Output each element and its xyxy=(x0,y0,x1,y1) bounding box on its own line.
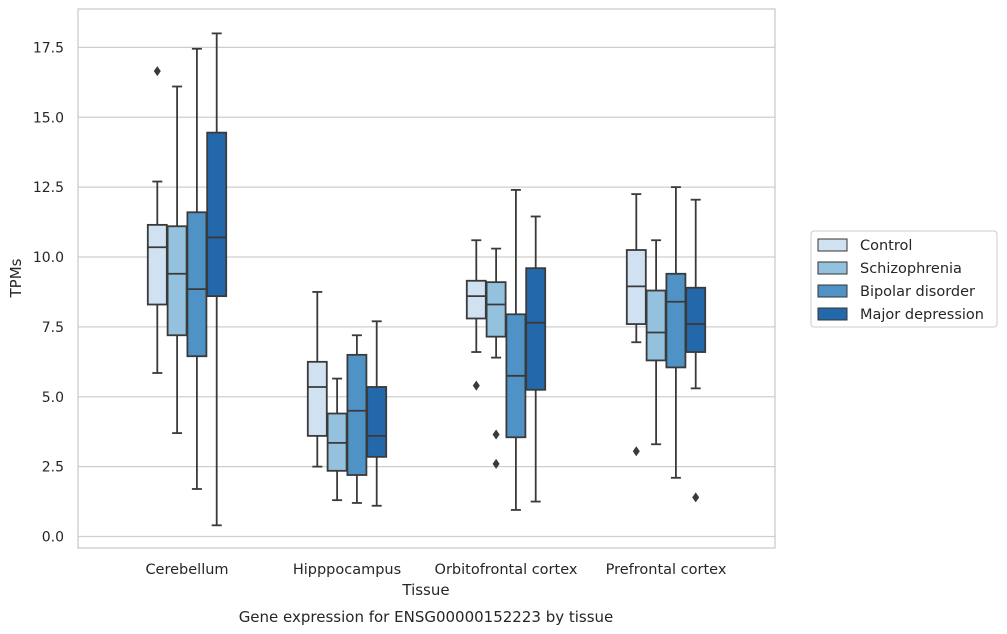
box-major-depression xyxy=(525,215,547,503)
y-tick-label: 10.0 xyxy=(33,250,64,266)
chart-caption: Gene expression for ENSG00000152223 by t… xyxy=(239,608,614,626)
y-tick-label: 2.5 xyxy=(42,460,64,476)
box-iqr xyxy=(366,386,388,458)
x-axis-label: Tissue xyxy=(401,581,449,599)
x-tick-label: Orbitofrontal cortex xyxy=(435,562,578,578)
x-tick-label: Cerebellum xyxy=(145,562,228,578)
box-schizophrenia xyxy=(485,247,507,469)
y-tick-label: 17.5 xyxy=(33,40,64,56)
box-control xyxy=(146,66,168,374)
legend: Control Schizophrenia Bipolar disorder Majo… xyxy=(810,230,998,328)
y-axis-label: TPMs xyxy=(7,258,25,298)
box-groups xyxy=(146,32,707,527)
legend-frame xyxy=(810,230,998,328)
plot-frame xyxy=(77,8,776,549)
box-iqr xyxy=(485,281,507,338)
box-major-depression xyxy=(685,198,707,503)
box-iqr xyxy=(166,225,188,337)
legend-swatch xyxy=(817,261,848,275)
x-tick-label: Hipppocampus xyxy=(293,562,401,578)
outlier-point xyxy=(492,429,500,440)
y-tick-label: 5.0 xyxy=(42,390,64,406)
outlier-point xyxy=(472,380,480,391)
box-iqr xyxy=(685,286,707,353)
box-major-depression xyxy=(366,320,388,507)
legend-swatch xyxy=(817,238,848,252)
box-iqr xyxy=(665,272,687,369)
outlier-point xyxy=(153,66,161,77)
box-bipolar-disorder xyxy=(505,189,527,511)
box-control xyxy=(465,239,487,391)
legend-swatch xyxy=(817,284,848,298)
box-control xyxy=(306,291,328,468)
box-major-depression xyxy=(206,32,228,527)
legend-label: Control xyxy=(860,238,912,254)
legend-label: Schizophrenia xyxy=(860,261,962,277)
box-iqr xyxy=(346,353,368,476)
legend-label: Bipolar disorder xyxy=(860,284,975,300)
box-bipolar-disorder xyxy=(346,334,368,504)
outlier-point xyxy=(632,446,640,457)
y-tick-label: 15.0 xyxy=(33,110,64,126)
x-axis-ticks: Cerebellum Hipppocampus Orbitofrontal cort… xyxy=(145,562,726,578)
box-bipolar-disorder xyxy=(665,186,687,479)
y-tick-label: 12.5 xyxy=(33,180,64,196)
box-iqr xyxy=(206,131,228,298)
box-control xyxy=(625,193,647,457)
y-tick-label: 7.5 xyxy=(42,320,64,336)
legend-label: Major depression xyxy=(860,307,984,323)
box-iqr xyxy=(465,279,487,320)
legend-swatch xyxy=(817,307,848,321)
box-iqr xyxy=(306,360,328,437)
box-iqr xyxy=(645,289,667,362)
outlier-point xyxy=(692,492,700,503)
x-tick-label: Prefrontal cortex xyxy=(606,562,727,578)
box-iqr xyxy=(146,223,168,306)
box-iqr xyxy=(186,211,208,358)
y-tick-label: 0.0 xyxy=(42,530,64,546)
y-axis-ticks: 0.0 2.5 5.0 7.5 10.0 12.5 15.0 17.5 xyxy=(33,40,64,545)
outlier-point xyxy=(492,458,500,469)
box-iqr xyxy=(525,267,547,391)
box-schizophrenia xyxy=(326,377,348,502)
box-schizophrenia xyxy=(645,239,667,446)
